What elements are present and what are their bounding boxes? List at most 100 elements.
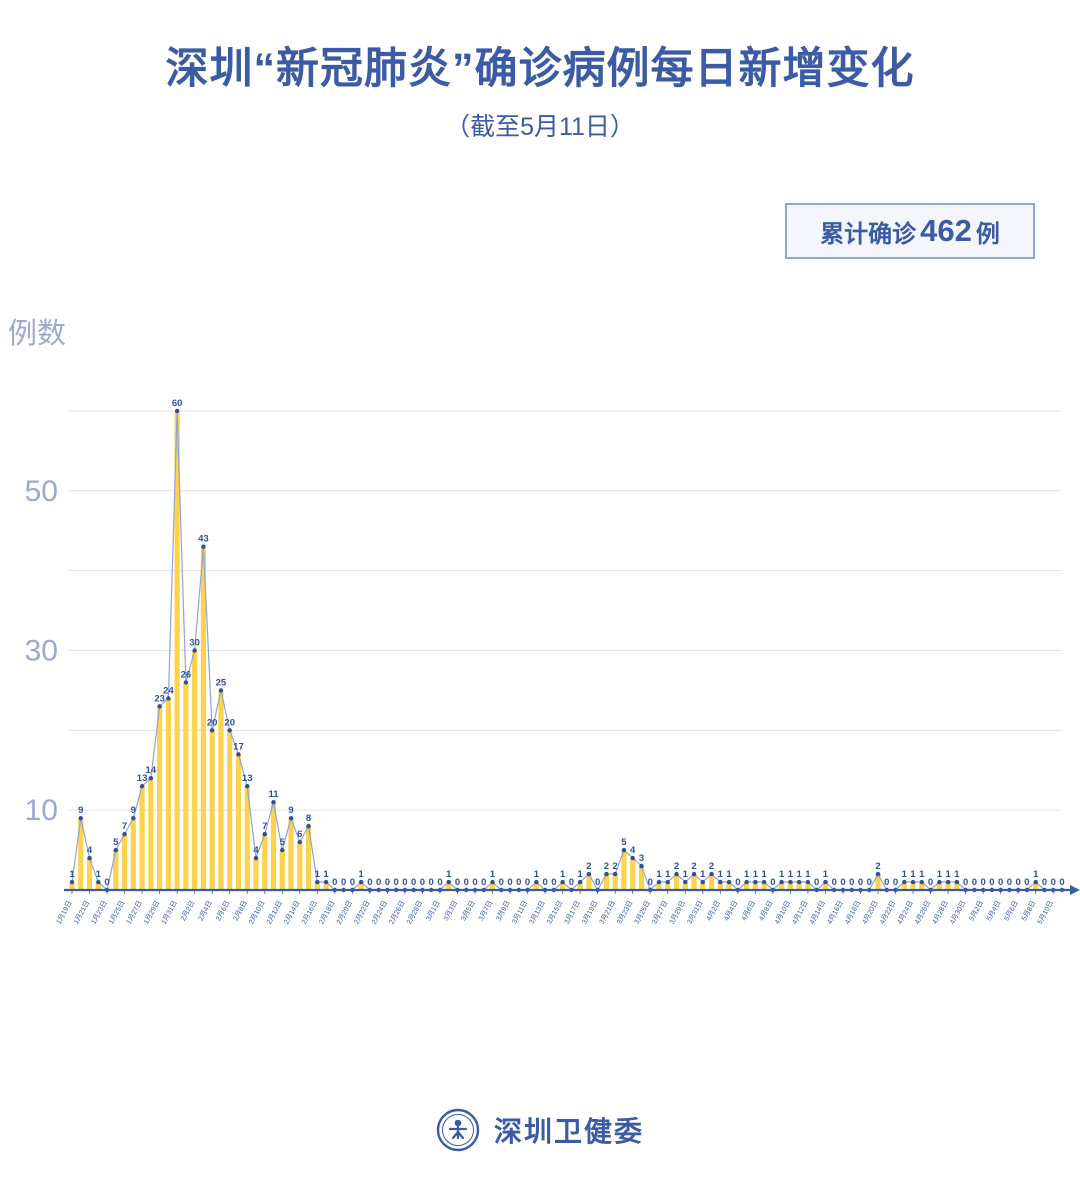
data-point-label: 1 [744,869,750,880]
x-tick-label: 4月28日 [931,899,950,925]
cumulative-cases-badge: 累计确诊 462 例 [785,203,1035,259]
bar [822,882,829,890]
data-point-label: 0 [972,877,977,888]
data-point-label: 0 [569,877,574,888]
data-point-label: 24 [163,685,174,696]
data-point-label: 1 [683,869,689,880]
x-tick-label: 3月21日 [598,899,617,925]
x-tick-label: 3月3日 [442,899,459,922]
data-point [726,879,732,885]
bar [726,882,732,890]
bar [139,786,145,890]
data-point-label: 1 [665,869,671,880]
data-point [446,879,451,885]
data-point-label: 0 [402,877,407,888]
bar [314,882,320,890]
x-tick-label: 2月16日 [300,899,319,925]
x-tick-label: 1月29日 [142,899,161,925]
data-point-label: 0 [455,877,460,888]
data-point [665,879,670,885]
x-tick-label: 2月8日 [232,899,249,922]
data-point-label: 0 [1059,877,1064,888]
bar [288,818,294,890]
data-point-label: 1 [945,869,951,880]
data-point [358,879,364,885]
data-point [945,879,951,885]
x-tick-label: 1月31日 [160,899,179,925]
x-tick-label: 4月10日 [773,899,792,925]
data-point-label: 0 [350,877,355,888]
bar [279,850,285,890]
page-subtitle: （截至5月11日） [445,113,635,142]
page-title: 深圳“新冠肺炎”确诊病例每日新增变化 [165,45,915,93]
data-point [1033,879,1038,885]
data-point [96,879,101,885]
bar [621,850,627,890]
bar [805,882,811,890]
x-tick-label: 5月8日 [1020,899,1037,922]
x-tick-label: 2月20日 [335,899,354,925]
data-point [192,648,197,653]
data-point-label: 13 [137,773,148,784]
x-tick-label: 4月20日 [861,899,880,925]
bar [253,858,259,890]
data-point-label: 9 [78,805,83,816]
bar [244,786,250,890]
data-point [805,879,811,885]
x-tick-label: 1月25日 [107,899,126,925]
x-tick-label: 3月29日 [668,899,687,925]
data-point [683,879,688,885]
bar [560,882,566,890]
bar [910,882,916,890]
data-point [209,728,215,733]
data-point [577,879,583,885]
x-tick-label: 3月1日 [424,899,441,922]
data-point [306,823,311,829]
data-point-label: 1 [358,869,364,880]
data-point-label: 0 [551,877,556,888]
data-point [490,879,495,885]
x-tick-label: 2月4日 [197,899,214,922]
y-tick-label: 50 [25,475,58,508]
data-point-label: 0 [1016,877,1021,888]
data-point-label: 0 [893,877,898,888]
x-axis-arrow-icon [1070,885,1080,895]
bar [936,882,942,890]
x-tick-label: 2月6日 [214,899,231,922]
bar [148,778,154,890]
bar [682,882,688,890]
bar [69,882,75,890]
data-point [113,847,119,853]
data-point [148,776,154,781]
bar [919,882,925,890]
x-tick-label: 4月24日 [896,899,915,925]
data-point-label: 26 [181,669,192,680]
data-point-label: 0 [595,877,600,888]
x-tick-label: 2月22日 [353,899,372,925]
data-point [262,831,267,837]
x-tick-label: 1月23日 [90,899,109,925]
data-point [166,696,171,701]
data-point-label: 0 [394,877,399,888]
data-point [288,815,294,821]
title-block: 深圳“新冠肺炎”确诊病例每日新增变化 （截至5月11日） [0,0,1080,143]
x-tick-label: 2月28日 [405,899,424,925]
bar [673,874,680,890]
data-point [245,784,250,789]
x-tick-label: 4月8日 [757,899,774,922]
badge-suffix-label: 例 [975,220,1000,248]
data-point [157,704,162,709]
bar [262,834,268,890]
data-point-label: 0 [429,877,434,888]
x-tick-label: 3月25日 [633,899,652,925]
data-point [902,879,907,885]
data-point-label: 0 [928,877,933,888]
data-point [227,728,232,733]
bar [297,842,303,890]
x-tick-label: 3月27日 [650,899,669,925]
data-point [604,871,609,877]
bar [796,882,802,890]
bar [165,698,171,890]
bar [113,850,119,890]
bar [875,874,881,890]
